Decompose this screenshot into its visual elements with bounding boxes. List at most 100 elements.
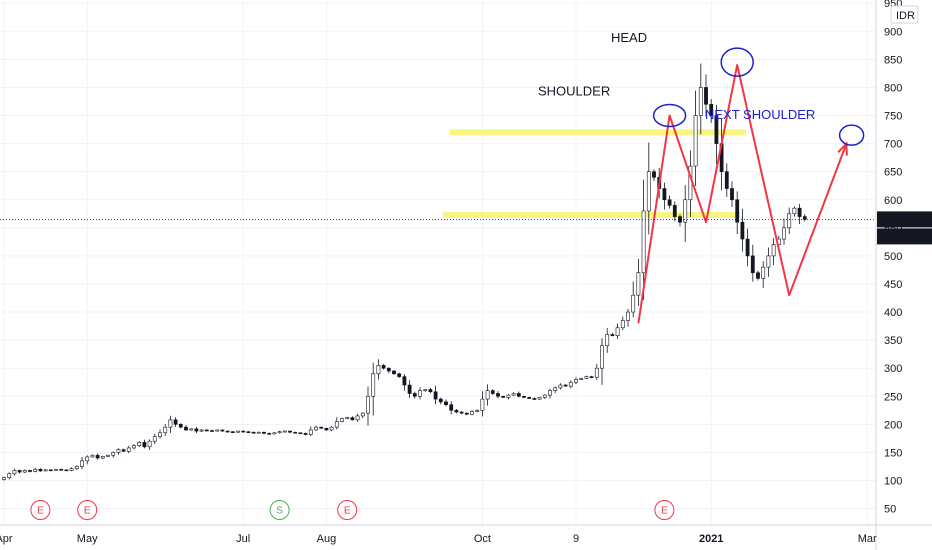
candle-body (558, 384, 563, 389)
candle-body (423, 389, 428, 391)
candle-body (761, 266, 766, 279)
candle-body (574, 379, 578, 383)
time-tick-label: Oct (474, 533, 491, 545)
candle-body (95, 454, 100, 459)
candle-body (506, 394, 511, 398)
candle-body (334, 421, 339, 428)
countdown-value: 06:16:48 (881, 231, 924, 243)
candle-body (392, 370, 396, 375)
price-tick-label: 450 (884, 279, 902, 291)
candle-body (28, 470, 32, 472)
candle-body (490, 390, 495, 394)
time-axis[interactable]: AprMayJulAugOct92021MarAprMay (0, 533, 932, 545)
shoulder-label: SHOULDER (538, 84, 610, 99)
candle-body (704, 87, 708, 105)
price-axis[interactable]: 5010015020025030035040045050055060065070… (884, 0, 902, 516)
candle-body (251, 431, 256, 434)
candle-body (641, 210, 646, 274)
candle-body (324, 427, 329, 431)
candle-body (782, 227, 786, 240)
candle-body (407, 384, 412, 394)
candle-body (59, 468, 64, 471)
candle-body (262, 431, 266, 434)
candle-body (303, 433, 308, 435)
candle-body (449, 404, 454, 411)
candle-body (698, 87, 703, 116)
candle-body (366, 395, 370, 414)
candle-body (178, 424, 183, 428)
candle-body (121, 449, 126, 452)
event-marker-circle (30, 500, 51, 520)
candle-body (48, 469, 53, 472)
candle-body (194, 428, 199, 432)
candlesticks (2, 63, 807, 481)
candle-body (464, 412, 469, 415)
candle-body (163, 426, 168, 434)
price-tick-label: 250 (884, 391, 902, 403)
candle-body (402, 376, 407, 386)
candle-body (54, 468, 58, 471)
candle-body (225, 430, 230, 433)
candle-body (38, 468, 43, 472)
candle-body (470, 411, 474, 415)
candle-body (418, 390, 422, 397)
candle-body (147, 440, 152, 448)
candle-body (74, 466, 79, 470)
candle-body (371, 373, 376, 397)
last-price-value: 565 (884, 214, 902, 226)
last-price-badge (877, 211, 932, 228)
candle-body (210, 430, 214, 432)
candle-body (355, 415, 360, 421)
candle-body (90, 454, 95, 458)
candle-body (589, 376, 594, 378)
price-tick-label: 650 (884, 167, 902, 179)
candle-body (43, 469, 48, 472)
price-tick-label: 900 (884, 26, 902, 38)
candle-body (615, 327, 620, 336)
candle-body (184, 426, 188, 431)
candle-body (2, 477, 6, 480)
candle-body (215, 429, 220, 432)
candle-body (329, 426, 334, 431)
price-tick-label: 850 (884, 54, 902, 66)
candle-body (256, 431, 261, 434)
candle-body (626, 311, 630, 321)
currency-box[interactable] (890, 5, 919, 24)
candle-body (745, 238, 750, 257)
candle-body (605, 334, 610, 347)
candle-body (693, 115, 698, 167)
candle-body (319, 426, 324, 429)
candle-body (116, 449, 121, 453)
time-tick-label: 2021 (699, 533, 723, 545)
time-tick-label: Mar (858, 533, 877, 545)
candle-body (444, 401, 448, 405)
candle-body (548, 390, 552, 396)
event-marker-circle (77, 500, 98, 520)
candle-body (496, 393, 500, 397)
candle-body (537, 397, 542, 400)
highlight-circle (838, 124, 865, 146)
candle-body (792, 207, 797, 215)
event-marker-label: E (37, 506, 44, 517)
pattern-annotation (637, 47, 865, 324)
candle-body (756, 272, 760, 279)
candle-body (501, 395, 506, 398)
candle-body (563, 384, 568, 387)
candle-body (802, 216, 807, 220)
candle-body (485, 390, 490, 400)
candle-body (542, 394, 547, 398)
price-tick-label: 50 (884, 504, 896, 516)
candle-body (308, 429, 313, 435)
candle-body (236, 430, 240, 433)
candle-body (314, 426, 318, 431)
candle-body (189, 428, 194, 431)
head-shoulders-path (637, 63, 848, 324)
candle-body (17, 470, 22, 473)
highlight-circle (652, 103, 687, 128)
resistance-band (450, 129, 746, 136)
candle-body (532, 398, 537, 400)
candle-body (126, 447, 131, 452)
candle-body (345, 417, 350, 420)
